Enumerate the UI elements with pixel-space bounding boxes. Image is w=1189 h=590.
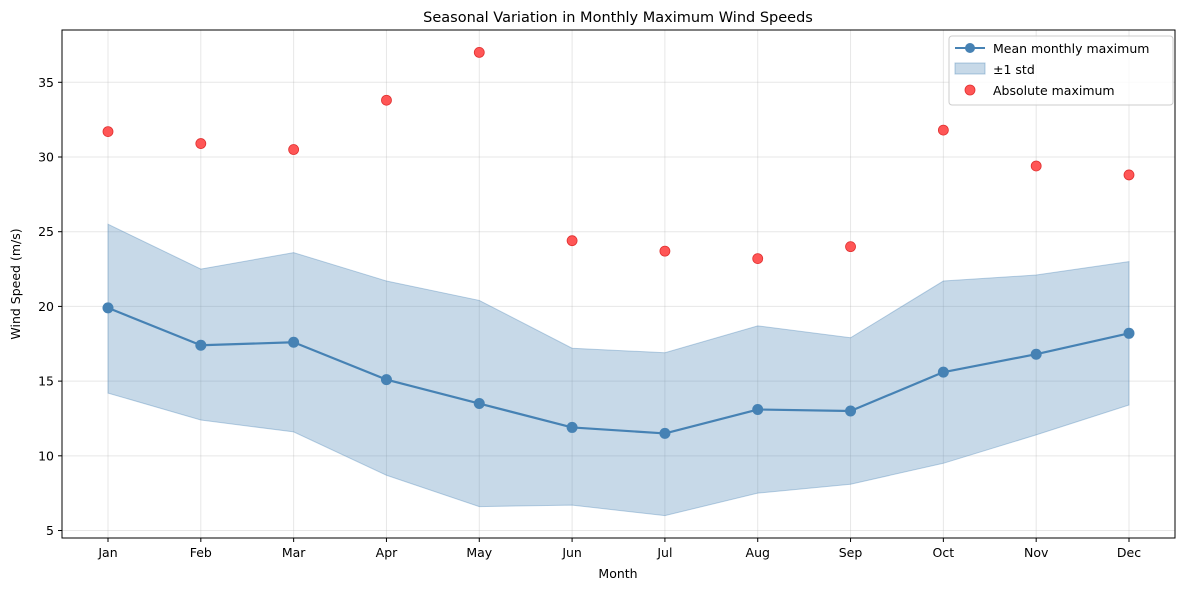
mean-point: [195, 339, 207, 351]
x-tick-label: Jan: [97, 545, 117, 560]
mean-point: [288, 336, 300, 348]
absolute-max-point: [288, 144, 300, 155]
x-tick-label: Oct: [933, 545, 955, 560]
legend-entry-std: ±1 std: [954, 62, 1035, 77]
absolute-max-point: [1123, 169, 1135, 181]
legend-label-mean: Mean monthly maximum: [993, 41, 1149, 56]
legend-entry-mean: Mean monthly maximum: [955, 41, 1149, 56]
y-tick-label: 30: [38, 150, 54, 165]
mean-point: [1030, 348, 1042, 360]
absolute-max-point: [1030, 160, 1042, 172]
mean-line: [107, 306, 1130, 435]
x-tick-label: Dec: [1117, 545, 1141, 560]
chart-title: Seasonal Variation in Monthly Maximum Wi…: [423, 10, 813, 26]
mean-point: [659, 427, 671, 439]
absolute-max-point: [473, 47, 485, 58]
x-tick-label: Nov: [1024, 545, 1049, 560]
legend: Mean monthly maximum ±1 std Absolute max…: [948, 35, 1174, 106]
mean-point: [1123, 327, 1135, 339]
absolute-max-point: [937, 124, 949, 136]
legend-label-std: ±1 std: [993, 62, 1035, 77]
absolute-max-layer: [102, 47, 1135, 265]
absolute-max-point: [195, 138, 207, 149]
absolute-max-point: [102, 126, 114, 138]
mean-point: [566, 421, 578, 433]
x-tick-label: Feb: [190, 545, 212, 560]
mean-point: [102, 302, 114, 314]
absolute-max-point: [845, 241, 856, 253]
x-tick-label: Jun: [561, 545, 582, 560]
y-axis-ticks: 5 10 15 20 25 30 35: [38, 75, 62, 538]
x-tick-label: Sep: [839, 545, 863, 560]
std-band-layer: [107, 223, 1130, 517]
legend-entry-absolute-max: Absolute maximum: [964, 83, 1115, 98]
x-axis-label: Month: [598, 566, 637, 581]
mean-point: [845, 405, 857, 417]
absolute-max-point: [381, 94, 392, 106]
x-tick-label: May: [466, 545, 492, 560]
legend-label-absolute-max: Absolute maximum: [993, 83, 1115, 98]
x-tick-label: Jul: [656, 545, 672, 560]
y-tick-label: 5: [46, 523, 54, 538]
y-tick-label: 20: [38, 299, 54, 314]
y-tick-label: 25: [38, 224, 54, 239]
legend-mean-marker-swatch: [965, 43, 975, 53]
y-tick-label: 10: [38, 448, 54, 463]
y-axis-label: Wind Speed (m/s): [8, 228, 23, 339]
mean-point: [473, 398, 485, 410]
x-tick-label: Aug: [746, 545, 770, 560]
x-tick-label: Mar: [282, 545, 306, 560]
y-tick-label: 15: [38, 374, 54, 389]
absolute-max-point: [566, 235, 578, 247]
std-band: [107, 223, 1130, 517]
legend-absolute-max-swatch: [964, 84, 976, 96]
absolute-max-point: [659, 245, 671, 257]
y-tick-label: 35: [38, 75, 54, 90]
legend-box: [948, 35, 1174, 106]
mean-point: [937, 366, 949, 378]
mean-line-layer: [102, 302, 1135, 439]
mean-point: [380, 374, 392, 386]
x-axis-ticks: Jan Feb Mar Apr May Jun Jul Aug Sep Oct Nov Dec: [97, 538, 1141, 560]
absolute-max-point: [752, 253, 764, 265]
plot-frame: [61, 29, 1176, 539]
x-tick-label: Apr: [376, 545, 398, 560]
legend-std-swatch: [954, 62, 986, 75]
mean-point: [752, 404, 764, 416]
